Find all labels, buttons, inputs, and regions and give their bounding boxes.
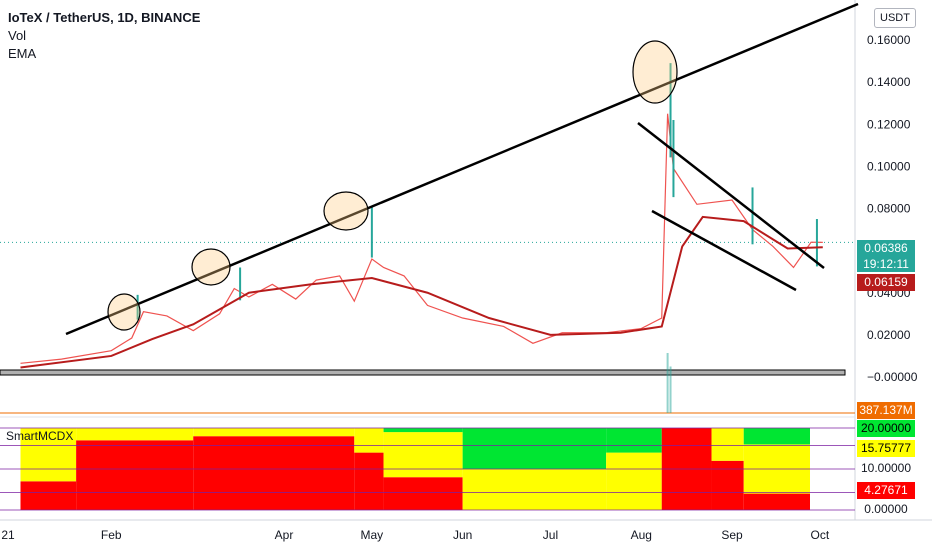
mcdx-level-tag-4: 4.27671 — [857, 482, 915, 499]
x-tick-label: Jul — [543, 528, 558, 542]
ema-line — [20, 215, 823, 369]
y-tick-label: 0.10000 — [867, 159, 911, 173]
volume-indicator-label[interactable]: Vol — [8, 28, 27, 43]
mcdx-red-bar — [743, 493, 810, 510]
y-tick-label: 0.08000 — [867, 202, 911, 216]
mcdx-yellow-bar — [354, 428, 384, 453]
x-tick-label: Apr — [275, 528, 294, 542]
y-tick-label: −0.00000 — [867, 370, 918, 384]
y-tick-label: 0.16000 — [867, 33, 911, 47]
x-tick-label: Jun — [453, 528, 472, 542]
x-tick-label: Sep — [721, 528, 743, 542]
bar-countdown: 19:12:11 — [863, 257, 909, 271]
support-band-drawing — [0, 369, 846, 376]
highlight-circle-drawing — [323, 191, 369, 231]
mcdx-yellow-bar — [383, 432, 463, 478]
highlight-circle-drawing — [632, 40, 678, 104]
mcdx-red-bar — [711, 460, 744, 510]
volume-value-tag: 387.137M — [857, 402, 915, 419]
mcdx-level-tag-2: 15.75777 — [857, 440, 915, 457]
x-tick-label: Feb — [101, 528, 122, 542]
ema-indicator-label[interactable]: EMA — [8, 46, 37, 61]
volume-bar — [669, 366, 672, 413]
x-tick-label: Aug — [631, 528, 652, 542]
mcdx-green-bar — [462, 428, 607, 469]
rising-trendline-drawing — [65, 2, 859, 336]
mcdx-red-bar — [383, 477, 463, 510]
mcdx-green-bar — [383, 428, 463, 433]
y-tick-label: 0.02000 — [867, 328, 911, 342]
mcdx-yellow-bar — [711, 428, 744, 461]
mcdx-green-bar — [606, 428, 662, 453]
mcdx-yellow-bar — [20, 428, 77, 482]
chart-title: IoTeX / TetherUS, 1D, BINANCE — [8, 10, 201, 25]
chart-legend: IoTeX / TetherUS, 1D, BINANCE Vol EMA — [8, 9, 200, 63]
mcdx-red-bar — [20, 481, 77, 510]
mcdx-level-tag-5: 0.00000 — [857, 501, 915, 518]
y-tick-label: 0.14000 — [867, 75, 911, 89]
channel-lower-drawing — [651, 209, 797, 292]
mcdx-red-bar — [76, 440, 194, 510]
mcdx-indicator-label[interactable]: SmartMCDX — [6, 429, 74, 443]
y-tick-label: 0.12000 — [867, 117, 911, 131]
mcdx-level-tag-3: 10.00000 — [857, 460, 915, 477]
currency-unit-button[interactable]: USDT — [874, 8, 916, 28]
current-price-tag: 0.06386 19:12:11 — [857, 240, 915, 272]
mcdx-green-bar — [743, 428, 810, 445]
x-tick-label: 21 — [1, 528, 15, 542]
current-price-value: 0.06386 — [864, 241, 908, 255]
highlight-circle-drawing — [191, 248, 231, 286]
mcdx-yellow-bar — [193, 428, 355, 437]
mcdx-red-bar — [193, 436, 355, 510]
ema-price-tag: 0.06159 — [857, 274, 915, 291]
x-tick-label: May — [361, 528, 384, 542]
channel-upper-drawing — [637, 122, 825, 269]
highlight-circle-drawing — [107, 293, 141, 331]
mcdx-yellow-bar — [462, 469, 607, 510]
price-series-line — [20, 113, 823, 364]
mcdx-yellow-bar — [606, 452, 662, 510]
mcdx-red-bar — [354, 452, 384, 510]
volume-bar — [666, 353, 669, 413]
mcdx-level-tag-1: 20.00000 — [857, 420, 915, 437]
x-tick-label: Oct — [811, 528, 830, 542]
mcdx-yellow-bar — [76, 428, 194, 441]
